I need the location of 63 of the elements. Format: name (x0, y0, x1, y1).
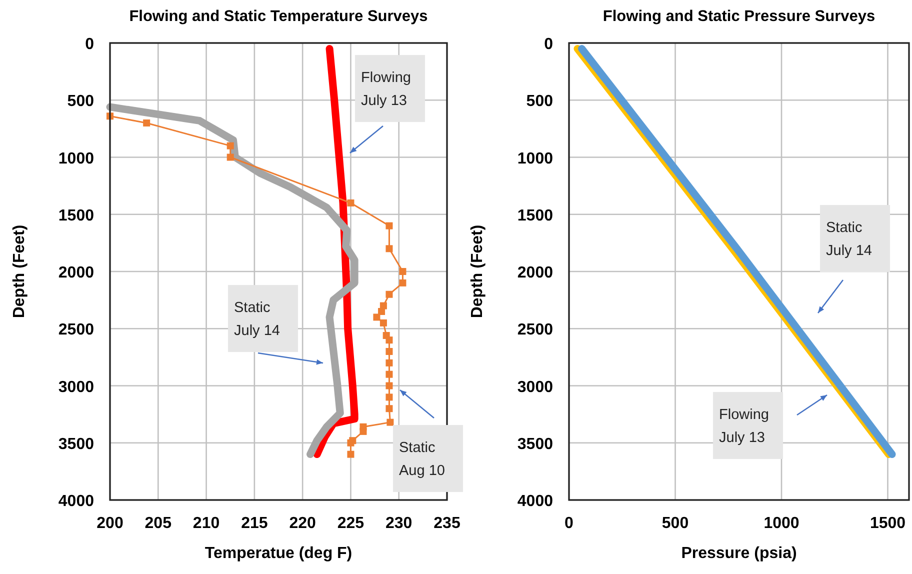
x-tick-label: 1000 (764, 515, 800, 532)
y-tick-label: 0 (85, 36, 94, 53)
point (386, 394, 393, 401)
annotation: Static Aug 10 (399, 440, 445, 479)
y-tick-label: 500 (67, 93, 94, 110)
point (378, 308, 386, 315)
annotation: Static July 14 (234, 300, 280, 339)
y-tick-label: 3000 (58, 378, 94, 396)
y-tick-label: 2500 (58, 322, 94, 339)
y-tick-label: 2500 (517, 322, 554, 339)
chart-title: Flowing and Static Pressure Surveys (602, 8, 876, 25)
y-tick-label: 2000 (58, 264, 94, 282)
point (386, 382, 393, 390)
y-tick-label: 1500 (58, 207, 94, 224)
point (386, 290, 393, 298)
x-tick-label: 230 (386, 515, 412, 532)
x-tick-label: 210 (192, 515, 220, 532)
y-tick-label: 0 (544, 36, 554, 53)
point (386, 336, 393, 344)
y-tick-label: 3500 (58, 436, 94, 453)
x-axis-title: Pressure (psia) (681, 545, 797, 562)
x-tick-label: 500 (662, 515, 689, 532)
x-tick-label: 220 (289, 515, 316, 532)
point (347, 199, 354, 206)
y-tick-label: 1500 (517, 207, 554, 224)
y-axis-title: Depth (Feet) (469, 224, 486, 318)
x-tick-label: 1500 (870, 515, 906, 532)
x-axis-title: Temperatue (deg F) (204, 545, 352, 562)
point (386, 405, 393, 412)
y-tick-label: 4000 (517, 493, 554, 510)
point (386, 359, 393, 366)
y-tick-label: 1000 (517, 150, 554, 168)
point (386, 222, 393, 230)
x-tick-label: 235 (434, 515, 460, 532)
point (386, 348, 393, 355)
chart-title: Flowing and Static Temperature Surveys (129, 8, 428, 25)
point (347, 450, 354, 458)
point (386, 370, 393, 378)
y-axis-title: Depth (Feet) (11, 224, 28, 318)
y-tick-label: 3000 (517, 378, 554, 396)
point (399, 268, 406, 275)
point (143, 119, 150, 126)
x-tick-label: 225 (337, 515, 364, 532)
annotation: Flowing July 13 (719, 407, 769, 446)
y-tick-label: 500 (526, 93, 554, 110)
y-tick-label: 3500 (517, 436, 554, 453)
point (226, 154, 234, 161)
annotation: Flowing July 13 (361, 70, 411, 109)
y-tick-label: 2000 (517, 264, 554, 282)
point (226, 142, 234, 150)
point (399, 279, 406, 286)
y-tick-label: 1000 (58, 150, 94, 168)
x-tick-label: 200 (96, 515, 124, 532)
x-tick-label: 205 (144, 515, 172, 532)
y-tick-label: 4000 (58, 493, 94, 510)
point (373, 314, 380, 321)
point (380, 319, 387, 326)
point (386, 245, 393, 252)
annotation: Static July 14 (826, 220, 872, 259)
x-tick-label: 215 (241, 515, 268, 532)
x-tick-label: 0 (564, 515, 574, 532)
point (360, 428, 367, 435)
point (386, 418, 394, 426)
